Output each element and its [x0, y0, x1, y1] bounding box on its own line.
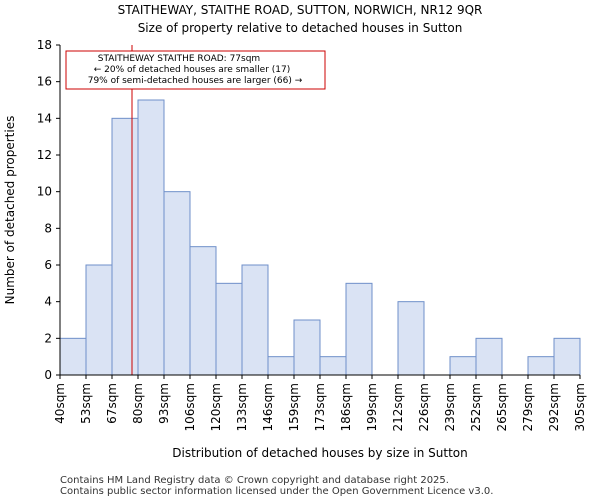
annotation-line-2: ← 20% of detached houses are smaller (17…	[94, 65, 291, 75]
x-tick-label: 305sqm	[573, 383, 587, 431]
bar-279sqm	[527, 356, 555, 376]
x-tick-label: 120sqm	[209, 383, 223, 431]
x-tick-label: 67sqm	[105, 383, 119, 424]
x-tick-label: 292sqm	[547, 383, 561, 431]
bar-292sqm	[553, 337, 581, 376]
bar-53sqm	[85, 264, 113, 376]
footer-line-2: Contains public sector information licen…	[60, 486, 493, 497]
bar-252sqm	[475, 337, 503, 376]
y-tick-label: 14	[37, 111, 52, 125]
annotation-box: STAITHEWAY STAITHE ROAD: 77sqm ← 20% of …	[65, 50, 326, 90]
y-tick-label: 2	[44, 331, 52, 345]
bar-106sqm	[189, 246, 217, 376]
y-axis-label: Number of detached properties	[3, 116, 17, 305]
x-tick-label: 80sqm	[131, 383, 145, 424]
y-tick-label: 12	[37, 148, 52, 162]
x-tick-label: 265sqm	[495, 383, 509, 431]
annotation-border	[65, 50, 326, 90]
x-tick-label: 40sqm	[53, 383, 67, 424]
chart-subtitle: Size of property relative to detached ho…	[138, 21, 463, 35]
x-ticks-group: 40sqm 53sqm 67sqm 80sqm 93sqm 106sqm 120sqm 133…	[53, 375, 587, 431]
x-tick-label: 239sqm	[443, 383, 457, 431]
bar-133sqm	[241, 264, 269, 376]
bar-40sqm	[59, 337, 87, 376]
x-tick-label: 53sqm	[79, 383, 93, 424]
x-tick-label: 146sqm	[261, 383, 275, 431]
chart-title: STAITHEWAY, STAITHE ROAD, SUTTON, NORWIC…	[118, 3, 483, 17]
bar-93sqm	[163, 191, 191, 376]
bar-186sqm	[345, 282, 373, 376]
y-tick-label: 18	[37, 38, 52, 52]
x-tick-label: 93sqm	[157, 383, 171, 424]
annotation-line-1: STAITHEWAY STAITHE ROAD: 77sqm	[98, 54, 260, 64]
x-tick-label: 212sqm	[391, 383, 405, 431]
x-tick-label: 173sqm	[313, 383, 327, 431]
annotation-line-3: 79% of semi-detached houses are larger (…	[88, 76, 303, 86]
x-tick-label: 279sqm	[521, 383, 535, 431]
bar-159sqm	[293, 319, 321, 376]
y-tick-label: 16	[37, 75, 52, 89]
y-tick-label: 0	[44, 368, 52, 382]
bar-120sqm	[215, 282, 243, 376]
x-tick-label: 186sqm	[339, 383, 353, 431]
x-tick-label: 252sqm	[469, 383, 483, 431]
bar-173sqm	[319, 356, 347, 376]
y-ticks-group: 0 2 4 6 8 10 12 14 16 18	[37, 38, 60, 382]
x-axis-label: Distribution of detached houses by size …	[172, 446, 467, 460]
x-tick-label: 133sqm	[235, 383, 249, 431]
x-tick-label: 226sqm	[417, 383, 431, 431]
bar-67sqm	[111, 117, 139, 376]
x-tick-label: 199sqm	[365, 383, 379, 431]
y-tick-label: 10	[37, 185, 52, 199]
bar-146sqm	[267, 356, 295, 376]
y-tick-label: 6	[44, 258, 52, 272]
bar-212sqm	[397, 301, 425, 376]
x-tick-label: 159sqm	[287, 383, 301, 431]
y-tick-label: 4	[44, 295, 52, 309]
x-tick-label: 106sqm	[183, 383, 197, 431]
bar-239sqm	[449, 356, 477, 376]
y-tick-label: 8	[44, 221, 52, 235]
footer-line-1: Contains HM Land Registry data © Crown c…	[60, 475, 449, 486]
bars-group	[59, 99, 581, 376]
bar-80sqm	[137, 99, 165, 376]
